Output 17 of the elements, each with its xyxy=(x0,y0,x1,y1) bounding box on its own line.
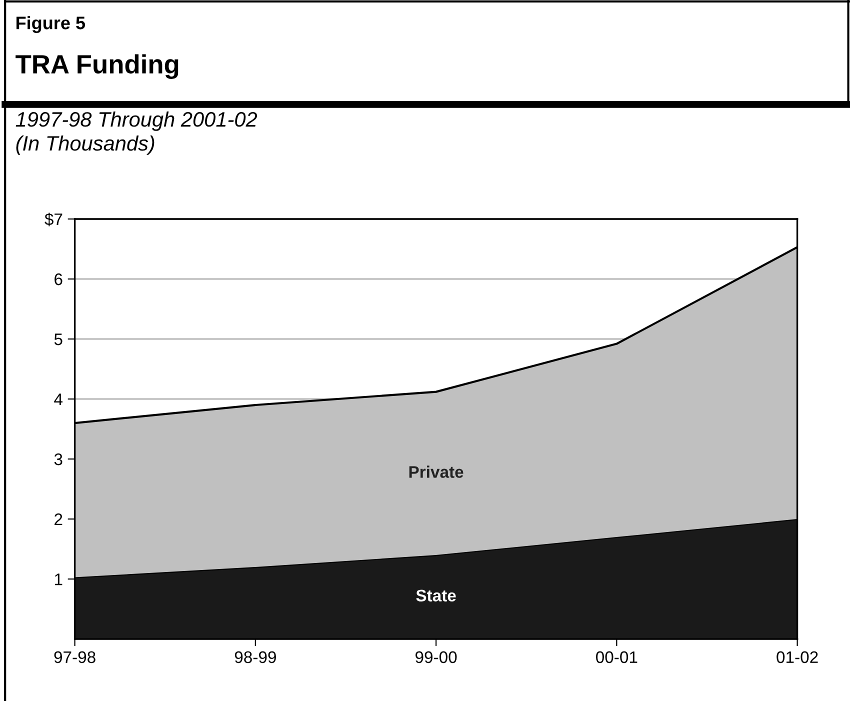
series-label: State xyxy=(416,590,456,602)
chart-title: TRA Funding xyxy=(16,54,178,79)
x-tick-label: 00-01 xyxy=(596,651,638,664)
y-tick-label: 3 xyxy=(54,453,62,466)
x-tick-label: 99-00 xyxy=(416,651,457,664)
series-label: Private xyxy=(409,466,464,478)
x-tick-label: 98-99 xyxy=(234,651,276,664)
y-tick-label: 5 xyxy=(54,334,62,346)
x-tick-label: 97-98 xyxy=(54,651,96,664)
y-tick-label: 1 xyxy=(54,574,62,586)
x-tick-label: 01-02 xyxy=(776,651,818,664)
caption: Figure 5 xyxy=(16,16,86,33)
y-tick-label: $7 xyxy=(44,212,62,226)
y-tick-label: 4 xyxy=(54,394,63,406)
y-tick-label: 6 xyxy=(54,273,62,286)
chart-subtitle: 1997-98 Through 2001-02 (In Thousands) xyxy=(16,112,258,155)
y-tick-label: 2 xyxy=(54,513,62,526)
